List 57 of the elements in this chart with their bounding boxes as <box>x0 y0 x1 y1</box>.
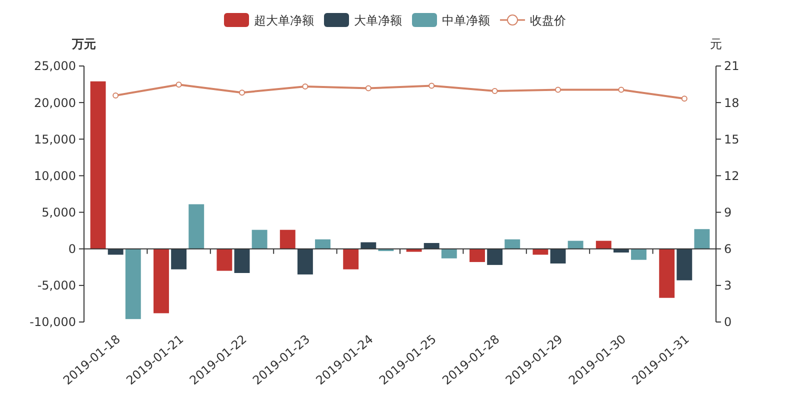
bar <box>280 230 296 249</box>
bar <box>470 248 485 262</box>
bar <box>252 230 268 249</box>
bar <box>676 248 692 280</box>
y2-tick-label: 6 <box>724 242 732 256</box>
bar <box>216 248 232 271</box>
y2-tick-label: 21 <box>724 59 740 74</box>
bar <box>550 248 566 264</box>
y2-tick-label: 12 <box>724 168 740 183</box>
bar <box>343 248 359 270</box>
bar <box>171 248 187 270</box>
legend-label: 中单净额 <box>442 14 490 28</box>
bar <box>487 248 503 265</box>
point <box>492 88 498 94</box>
y-tick-label: 10,000 <box>34 168 76 183</box>
legend-label: 大单净额 <box>354 14 402 28</box>
point <box>618 86 624 93</box>
bar <box>568 240 584 249</box>
y2-tick-label: 0 <box>724 315 732 330</box>
bar <box>504 239 520 249</box>
y2-tick-label: 9 <box>724 205 732 220</box>
bar <box>125 248 141 320</box>
bar <box>188 204 204 249</box>
y2-tick-label: 18 <box>724 96 740 110</box>
bar <box>90 81 106 249</box>
point <box>239 90 245 96</box>
y-tick-label: -5,000 <box>37 278 76 293</box>
y-tick-label: 25,000 <box>34 59 76 74</box>
y-tick-label: 15,000 <box>34 132 76 146</box>
y-tick-label: 20,000 <box>34 96 76 110</box>
y2-tick-label: 15 <box>724 132 740 146</box>
bar <box>297 248 313 274</box>
point <box>681 96 688 102</box>
bar <box>424 243 440 249</box>
bar <box>154 248 169 314</box>
bar <box>631 248 646 260</box>
point <box>112 92 119 98</box>
y-tick-label: 5,000 <box>42 205 76 220</box>
legend-label: 收盘价 <box>530 14 566 28</box>
point <box>302 83 308 90</box>
point <box>555 86 561 93</box>
bar <box>659 248 675 298</box>
y-tick-label: 0 <box>68 242 76 256</box>
bar <box>315 239 330 249</box>
legend-label: 超大单净额 <box>254 14 314 28</box>
point <box>176 82 182 88</box>
y2-axis-title: 元 <box>710 37 722 51</box>
bar <box>441 248 457 258</box>
bar <box>694 229 710 249</box>
bar <box>360 242 376 249</box>
bar <box>234 248 250 273</box>
point <box>365 85 372 92</box>
y-axis-title: 万元 <box>71 37 96 51</box>
y-tick-label: -10,000 <box>30 315 76 330</box>
bar <box>596 240 612 249</box>
y2-tick-label: 3 <box>724 278 732 293</box>
point <box>428 82 435 89</box>
